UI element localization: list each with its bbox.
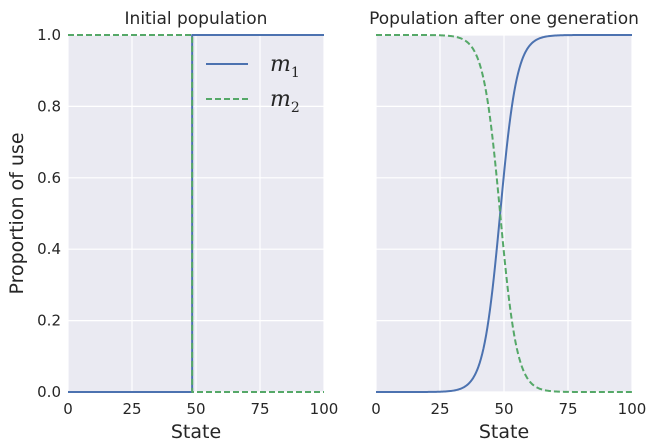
series-line-m1 — [376, 34, 632, 393]
x-tick-label: 50 — [494, 400, 513, 418]
x-tick-label: 75 — [250, 400, 269, 418]
x-tick-label: 0 — [63, 400, 73, 418]
x-tick-label: 25 — [430, 400, 449, 418]
y-axis-label: Proportion of use — [6, 132, 28, 294]
y-tick-label: 0.4 — [37, 240, 61, 258]
series-line-m2 — [68, 34, 324, 393]
y-tick-label: 0.6 — [37, 169, 61, 187]
x-tick-label: 75 — [558, 400, 577, 418]
x-tick-label: 50 — [186, 400, 205, 418]
x-tick-label: 0 — [371, 400, 381, 418]
legend-label-m2: m2 — [270, 87, 300, 116]
y-tick-label: 0.0 — [37, 383, 61, 401]
legend-label-m1: m1 — [270, 52, 300, 81]
y-tick-label: 1.0 — [37, 26, 61, 44]
x-tick-label: 25 — [122, 400, 141, 418]
chart-title: Population after one generation — [369, 9, 639, 29]
series-line-m2 — [376, 34, 632, 393]
right-panel: 0 25 50 75 100 Population after one generatio… — [369, 9, 646, 443]
y-tick-label: 0.8 — [37, 97, 61, 115]
x-axis-label: State — [171, 421, 221, 443]
x-tick-label: 100 — [310, 400, 339, 418]
x-axis-label: State — [479, 421, 529, 443]
y-tick-label: 0.2 — [37, 312, 61, 330]
chart-title: Initial population — [125, 9, 268, 29]
left-panel: 0 25 50 75 100 0.0 0.2 0.4 0.6 0.8 1.0 Initial popu… — [6, 9, 338, 443]
x-tick-label: 100 — [618, 400, 647, 418]
